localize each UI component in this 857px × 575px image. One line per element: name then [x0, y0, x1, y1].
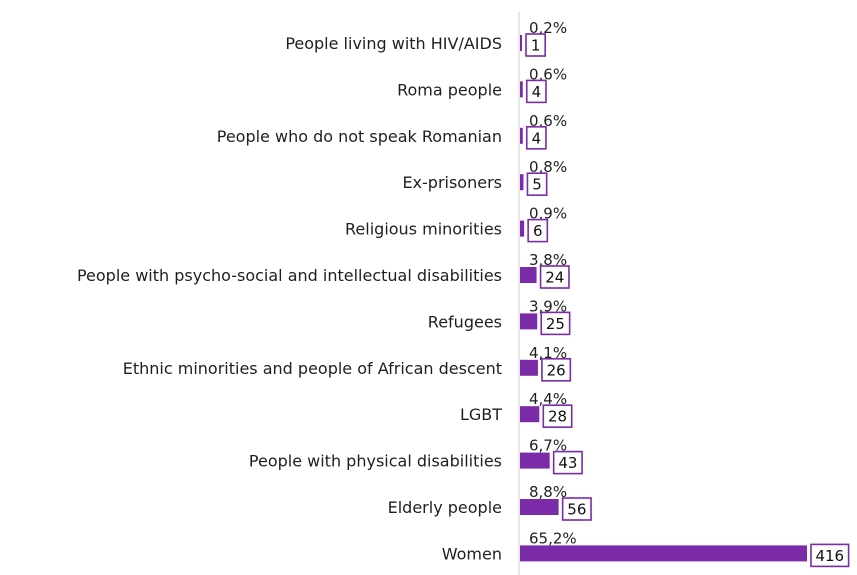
percent-label: 0,9%: [529, 205, 567, 223]
category-label: Ethnic minorities and people of African …: [123, 359, 502, 378]
bar: [520, 127, 523, 144]
percent-label: 0,6%: [529, 65, 567, 83]
bar: [520, 313, 538, 330]
percent-label: 8,8%: [529, 483, 567, 501]
bar-row: People with physical disabilities 6,7%43: [249, 437, 583, 475]
bar: [520, 220, 525, 237]
percent-label: 4,1%: [529, 344, 567, 362]
bar-row: Refugees 3,9%25: [428, 297, 571, 336]
count-label: 24: [545, 269, 564, 287]
bar-row: Ex-prisoners 0,8%5: [402, 158, 567, 196]
count-box: [561, 497, 592, 521]
count-box: [540, 311, 571, 336]
chart-rows: People living with HIV/AIDS 0,2%1 Roma peo…: [77, 19, 850, 568]
count-label: 4: [532, 129, 542, 147]
count-box: [552, 450, 583, 475]
count-label: 26: [547, 361, 566, 379]
count-label: 5: [532, 176, 542, 194]
percent-label: 0,8%: [529, 158, 567, 176]
count-label: 43: [558, 454, 577, 472]
percent-label: 3,8%: [529, 251, 567, 269]
count-box: [525, 126, 547, 150]
category-label: Women: [442, 544, 502, 563]
count-box: [525, 33, 547, 57]
bar-row: Religious minorities 0,9%6: [345, 205, 567, 243]
bar: [520, 81, 523, 98]
percent-label: 65,2%: [529, 529, 577, 547]
bar: [520, 359, 538, 376]
count-label: 25: [546, 315, 565, 333]
count-label: 56: [567, 501, 586, 519]
bar: [520, 545, 807, 562]
category-label: Ex-prisoners: [402, 173, 502, 192]
bar-row: People who do not speak Romanian 0,6%4: [217, 112, 567, 150]
count-box: [542, 404, 573, 429]
category-label: Roma people: [397, 80, 502, 99]
count-box: [525, 79, 547, 104]
count-box: [539, 265, 570, 289]
bar-row: People living with HIV/AIDS 0,2%1: [285, 19, 567, 57]
category-label: LGBT: [460, 405, 502, 424]
bar-row: Women 65,2% 416: [442, 529, 850, 568]
category-label: People with psycho-social and intellectu…: [77, 266, 502, 285]
count-box: [541, 357, 572, 382]
count-box: [527, 218, 549, 243]
bar-row: Elderly people 8,8%56: [388, 483, 592, 521]
bar: [520, 174, 524, 191]
percent-label: 4,4%: [529, 390, 567, 408]
bar: [520, 267, 537, 283]
bar: [520, 499, 559, 515]
count-box: [526, 172, 548, 196]
bar: [520, 35, 522, 51]
count-label: 4: [532, 83, 542, 101]
percent-label: 3,9%: [529, 297, 567, 315]
bar: [520, 452, 550, 469]
bar-row: People with psycho-social and intellectu…: [77, 251, 570, 289]
category-label: Religious minorities: [345, 220, 502, 239]
bar: [520, 406, 540, 423]
category-label: People with physical disabilities: [249, 452, 502, 471]
count-label: 1: [531, 37, 541, 55]
bar-row: LGBT 4,4%28: [460, 390, 573, 429]
count-label: 6: [533, 222, 543, 240]
percent-label: 0,2%: [529, 19, 567, 37]
count-label: 416: [815, 547, 844, 565]
category-label: People who do not speak Romanian: [217, 127, 502, 146]
count-box: [810, 543, 850, 568]
percent-label: 0,6%: [529, 112, 567, 130]
count-label: 28: [548, 408, 567, 426]
bar-row: Ethnic minorities and people of African …: [123, 344, 572, 382]
percent-label: 6,7%: [529, 437, 567, 455]
bar-row: Roma people 0,6%4: [397, 65, 567, 104]
category-label: Elderly people: [388, 498, 502, 517]
category-label: Refugees: [428, 312, 502, 331]
category-label: People living with HIV/AIDS: [285, 34, 502, 53]
